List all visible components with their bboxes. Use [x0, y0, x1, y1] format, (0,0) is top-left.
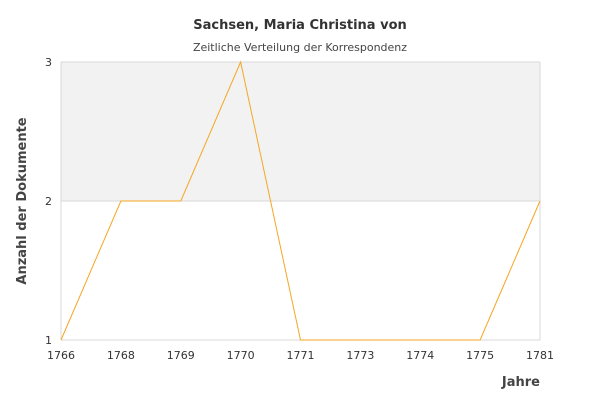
chart-subtitle: Zeitliche Verteilung der Korrespondenz: [192, 41, 408, 54]
x-tick-label: 1770: [227, 349, 255, 362]
y-tick-label: 3: [45, 56, 52, 69]
x-tick-label: 1775: [466, 349, 494, 362]
x-axis-ticks: 1766 1768 1769 1770 1771 1773 1774 1775 1781: [47, 349, 554, 362]
x-tick-label: 1766: [47, 349, 75, 362]
y-tick-label: 1: [45, 334, 52, 347]
x-axis-title: Jahre: [501, 375, 540, 390]
x-tick-label: 1769: [167, 349, 195, 362]
y-axis-title: Anzahl der Dokumente: [15, 117, 30, 284]
plot-band: [61, 62, 540, 201]
y-axis-ticks: 1 2 3: [45, 56, 52, 347]
x-tick-label: 1774: [406, 349, 434, 362]
x-tick-label: 1773: [346, 349, 374, 362]
y-tick-label: 2: [45, 195, 52, 208]
x-tick-label: 1768: [107, 349, 135, 362]
chart-title: Sachsen, Maria Christina von: [193, 18, 407, 33]
x-tick-label: 1771: [287, 349, 315, 362]
x-tick-label: 1781: [526, 349, 554, 362]
series-group: [60, 60, 541, 341]
